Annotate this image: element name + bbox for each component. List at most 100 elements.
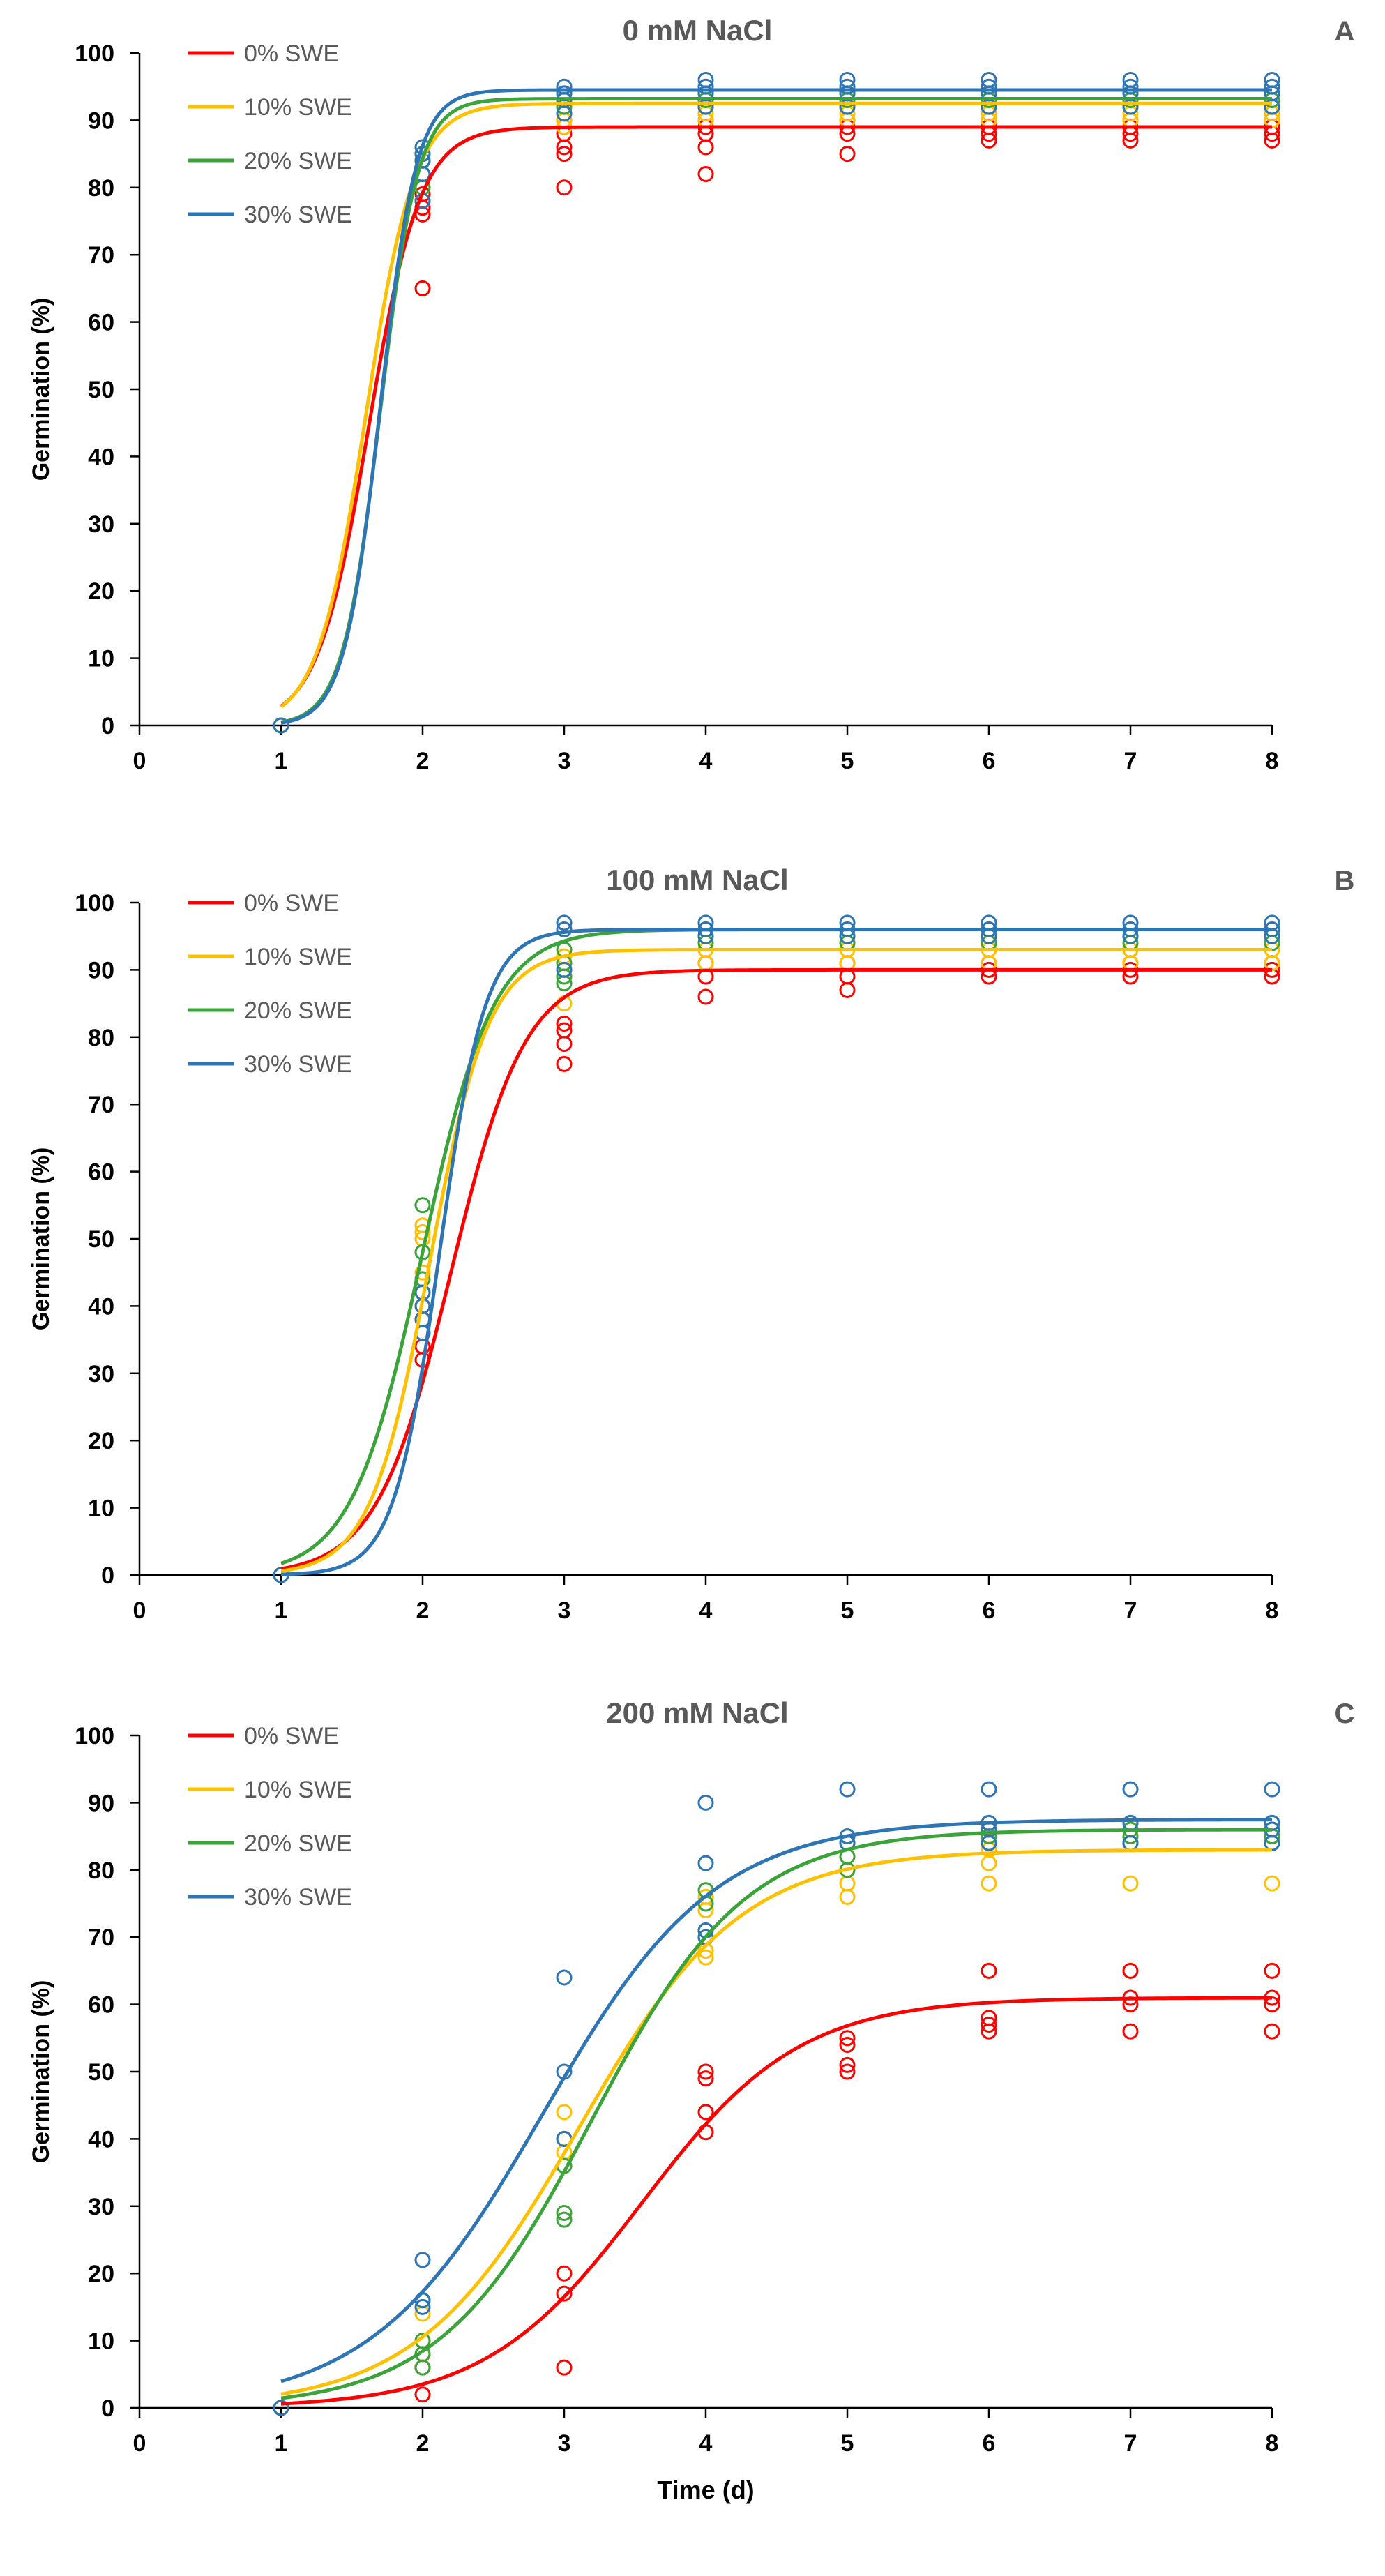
legend-label: 20% SWE: [244, 1830, 352, 1857]
data-point: [414, 280, 431, 296]
series-points: [273, 1821, 1280, 2416]
data-point: [981, 72, 997, 89]
y-tick-label: 40: [88, 2126, 114, 2153]
panel-c: 0 10 20 30 40 50 60 70 80 90 100 0 1 2 3 4 5 6 7 8 Germinati…: [28, 1696, 1354, 2504]
x-tick-label: 4: [699, 1597, 713, 1624]
data-point: [697, 955, 714, 972]
y-tick-label: 80: [88, 175, 114, 202]
data-point: [414, 2298, 431, 2315]
data-point: [556, 2285, 573, 2302]
data-point: [414, 2252, 431, 2268]
data-point: [981, 1781, 997, 1798]
y-tick-label: 0: [101, 1562, 114, 1589]
y-axis-title: Germination (%): [28, 1147, 54, 1331]
x-tick-label: 1: [275, 1597, 288, 1624]
y-tick-label: 20: [88, 1428, 114, 1454]
x-tick-label: 3: [558, 1597, 571, 1624]
x-tick-label: 6: [983, 748, 996, 774]
panel-b: 0 10 20 30 40 50 60 70 80 90 100 0 1 2 3 4 5 6 7 8 Germinati…: [28, 864, 1354, 1624]
series-line: [280, 967, 1272, 1571]
data-point: [839, 981, 856, 998]
y-tick-label: 70: [88, 242, 114, 269]
data-point: [981, 2010, 997, 2026]
legend-label: 20% SWE: [244, 148, 352, 174]
panel-title: 200 mM NaCl: [606, 1696, 788, 1729]
x-tick-label: 5: [841, 2430, 854, 2457]
data-point: [839, 146, 856, 163]
data-point: [1122, 72, 1139, 89]
data-point: [1122, 1781, 1139, 1798]
data-point: [697, 78, 714, 95]
y-tick-label: 100: [75, 1723, 114, 1749]
panel-letter: C: [1335, 1698, 1355, 1729]
data-point: [697, 1888, 714, 1905]
legend-label: 10% SWE: [244, 944, 352, 970]
data-point: [1122, 1875, 1139, 1892]
x-tick-label: 8: [1266, 748, 1279, 774]
data-point: [1264, 1781, 1280, 1798]
legend-label: 0% SWE: [244, 1723, 339, 1749]
data-point: [839, 2036, 856, 2053]
y-tick-label: 10: [88, 1496, 114, 1522]
data-point: [414, 1197, 431, 1214]
data-point: [556, 2211, 573, 2228]
series-line: [280, 1828, 1272, 2400]
series-points: [273, 112, 1280, 734]
panel-title: 0 mM NaCl: [623, 14, 773, 47]
data-point: [839, 968, 856, 985]
data-point: [273, 717, 289, 734]
y-tick-label: 70: [88, 1925, 114, 1951]
data-point: [697, 139, 714, 156]
data-point: [981, 1855, 997, 1871]
data-point: [1264, 2023, 1280, 2040]
data-point: [556, 961, 573, 978]
y-tick-label: 60: [88, 310, 114, 336]
data-point: [414, 2359, 431, 2376]
y-tick-label: 0: [101, 713, 114, 739]
legend-label: 30% SWE: [244, 202, 352, 228]
data-point: [556, 1969, 573, 1986]
series-line: [280, 1818, 1273, 2383]
y-tick-label: 50: [88, 2059, 114, 2086]
y-tick-label: 20: [88, 578, 114, 605]
panel-a: 0 10 20 30 40 50 60 70 80 90 100 0 1 2 3 4 5 6 7 8 Germinati…: [28, 14, 1354, 774]
x-tick-label: 7: [1124, 748, 1137, 774]
y-axis-title: Germination (%): [28, 1980, 54, 2164]
x-tick-label: 7: [1124, 1597, 1137, 1624]
data-point: [839, 72, 856, 89]
series-points: [273, 955, 1280, 1583]
data-point: [839, 1781, 856, 1798]
data-point: [981, 2017, 997, 2033]
series-line: [280, 947, 1272, 1573]
data-point: [839, 2063, 856, 2080]
data-point: [697, 1949, 714, 1966]
series-points: [273, 1814, 1280, 2416]
data-point: [414, 1264, 431, 1281]
x-tick-label: 3: [558, 748, 571, 774]
x-tick-label: 0: [133, 1597, 146, 1624]
y-tick-label: 90: [88, 107, 114, 134]
data-point: [273, 2400, 289, 2416]
series-line: [280, 88, 1272, 725]
legend-label: 10% SWE: [244, 94, 352, 121]
series-line: [280, 125, 1272, 708]
data-point: [414, 2386, 431, 2403]
data-point: [556, 914, 573, 931]
data-point: [556, 2359, 573, 2376]
series-points: [273, 921, 1280, 1583]
data-point: [839, 1875, 856, 1892]
panel-letter: A: [1335, 16, 1355, 47]
y-tick-label: 90: [88, 1790, 114, 1816]
data-point: [839, 2030, 856, 2047]
series-line: [280, 97, 1272, 724]
data-point: [697, 1794, 714, 1811]
x-axis-title: Time (d): [657, 2476, 754, 2504]
series-line: [280, 1848, 1273, 2396]
data-point: [414, 1223, 431, 1240]
y-tick-label: 70: [88, 1092, 114, 1118]
y-tick-label: 50: [88, 377, 114, 403]
y-tick-label: 40: [88, 444, 114, 470]
x-tick-label: 5: [841, 1597, 854, 1624]
data-point: [556, 2204, 573, 2221]
